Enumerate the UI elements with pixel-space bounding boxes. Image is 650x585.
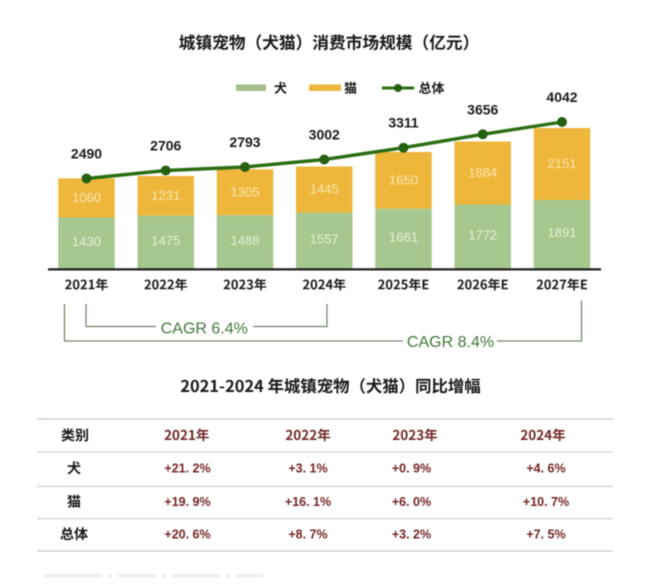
svg-text:CAGR 8.4%: CAGR 8.4% [407, 334, 494, 351]
svg-text:1445: 1445 [310, 182, 339, 197]
svg-text:1661: 1661 [389, 230, 418, 245]
svg-text:2706: 2706 [150, 138, 181, 154]
svg-text:1231: 1231 [151, 188, 180, 203]
svg-text:2490: 2490 [71, 146, 102, 162]
svg-text:+4. 6%: +4. 6% [526, 462, 565, 476]
svg-text:+3. 2%: +3. 2% [392, 527, 431, 541]
svg-text:+0. 9%: +0. 9% [392, 462, 431, 476]
svg-text:+3. 1%: +3. 1% [288, 462, 327, 476]
svg-text:2151: 2151 [548, 156, 577, 171]
svg-text:+20. 6%: +20. 6% [164, 527, 210, 541]
svg-text:2793: 2793 [229, 134, 260, 150]
svg-text:+16. 1%: +16. 1% [285, 495, 331, 509]
svg-text:1557: 1557 [310, 232, 339, 247]
svg-text:CAGR 6.4%: CAGR 6.4% [161, 321, 248, 338]
svg-text:4042: 4042 [546, 89, 577, 105]
svg-text:1475: 1475 [151, 233, 180, 248]
svg-text:+6. 0%: +6. 0% [392, 495, 431, 509]
svg-text:3311: 3311 [388, 115, 419, 131]
svg-text:+10. 7%: +10. 7% [523, 495, 569, 509]
svg-text:+7. 5%: +7. 5% [526, 527, 565, 541]
svg-text:1430: 1430 [72, 234, 101, 249]
svg-text:1060: 1060 [72, 190, 101, 205]
svg-text:+8. 7%: +8. 7% [288, 527, 327, 541]
svg-text:3656: 3656 [467, 101, 498, 117]
svg-text:3002: 3002 [309, 127, 340, 143]
svg-text:1884: 1884 [468, 165, 497, 180]
svg-text:1891: 1891 [548, 225, 577, 240]
svg-text:1650: 1650 [389, 172, 418, 187]
svg-text:+19. 9%: +19. 9% [164, 495, 210, 509]
svg-text:1772: 1772 [468, 227, 497, 242]
svg-text:1305: 1305 [231, 184, 260, 199]
svg-text:+21. 2%: +21. 2% [164, 462, 210, 476]
svg-text:1488: 1488 [231, 233, 260, 248]
